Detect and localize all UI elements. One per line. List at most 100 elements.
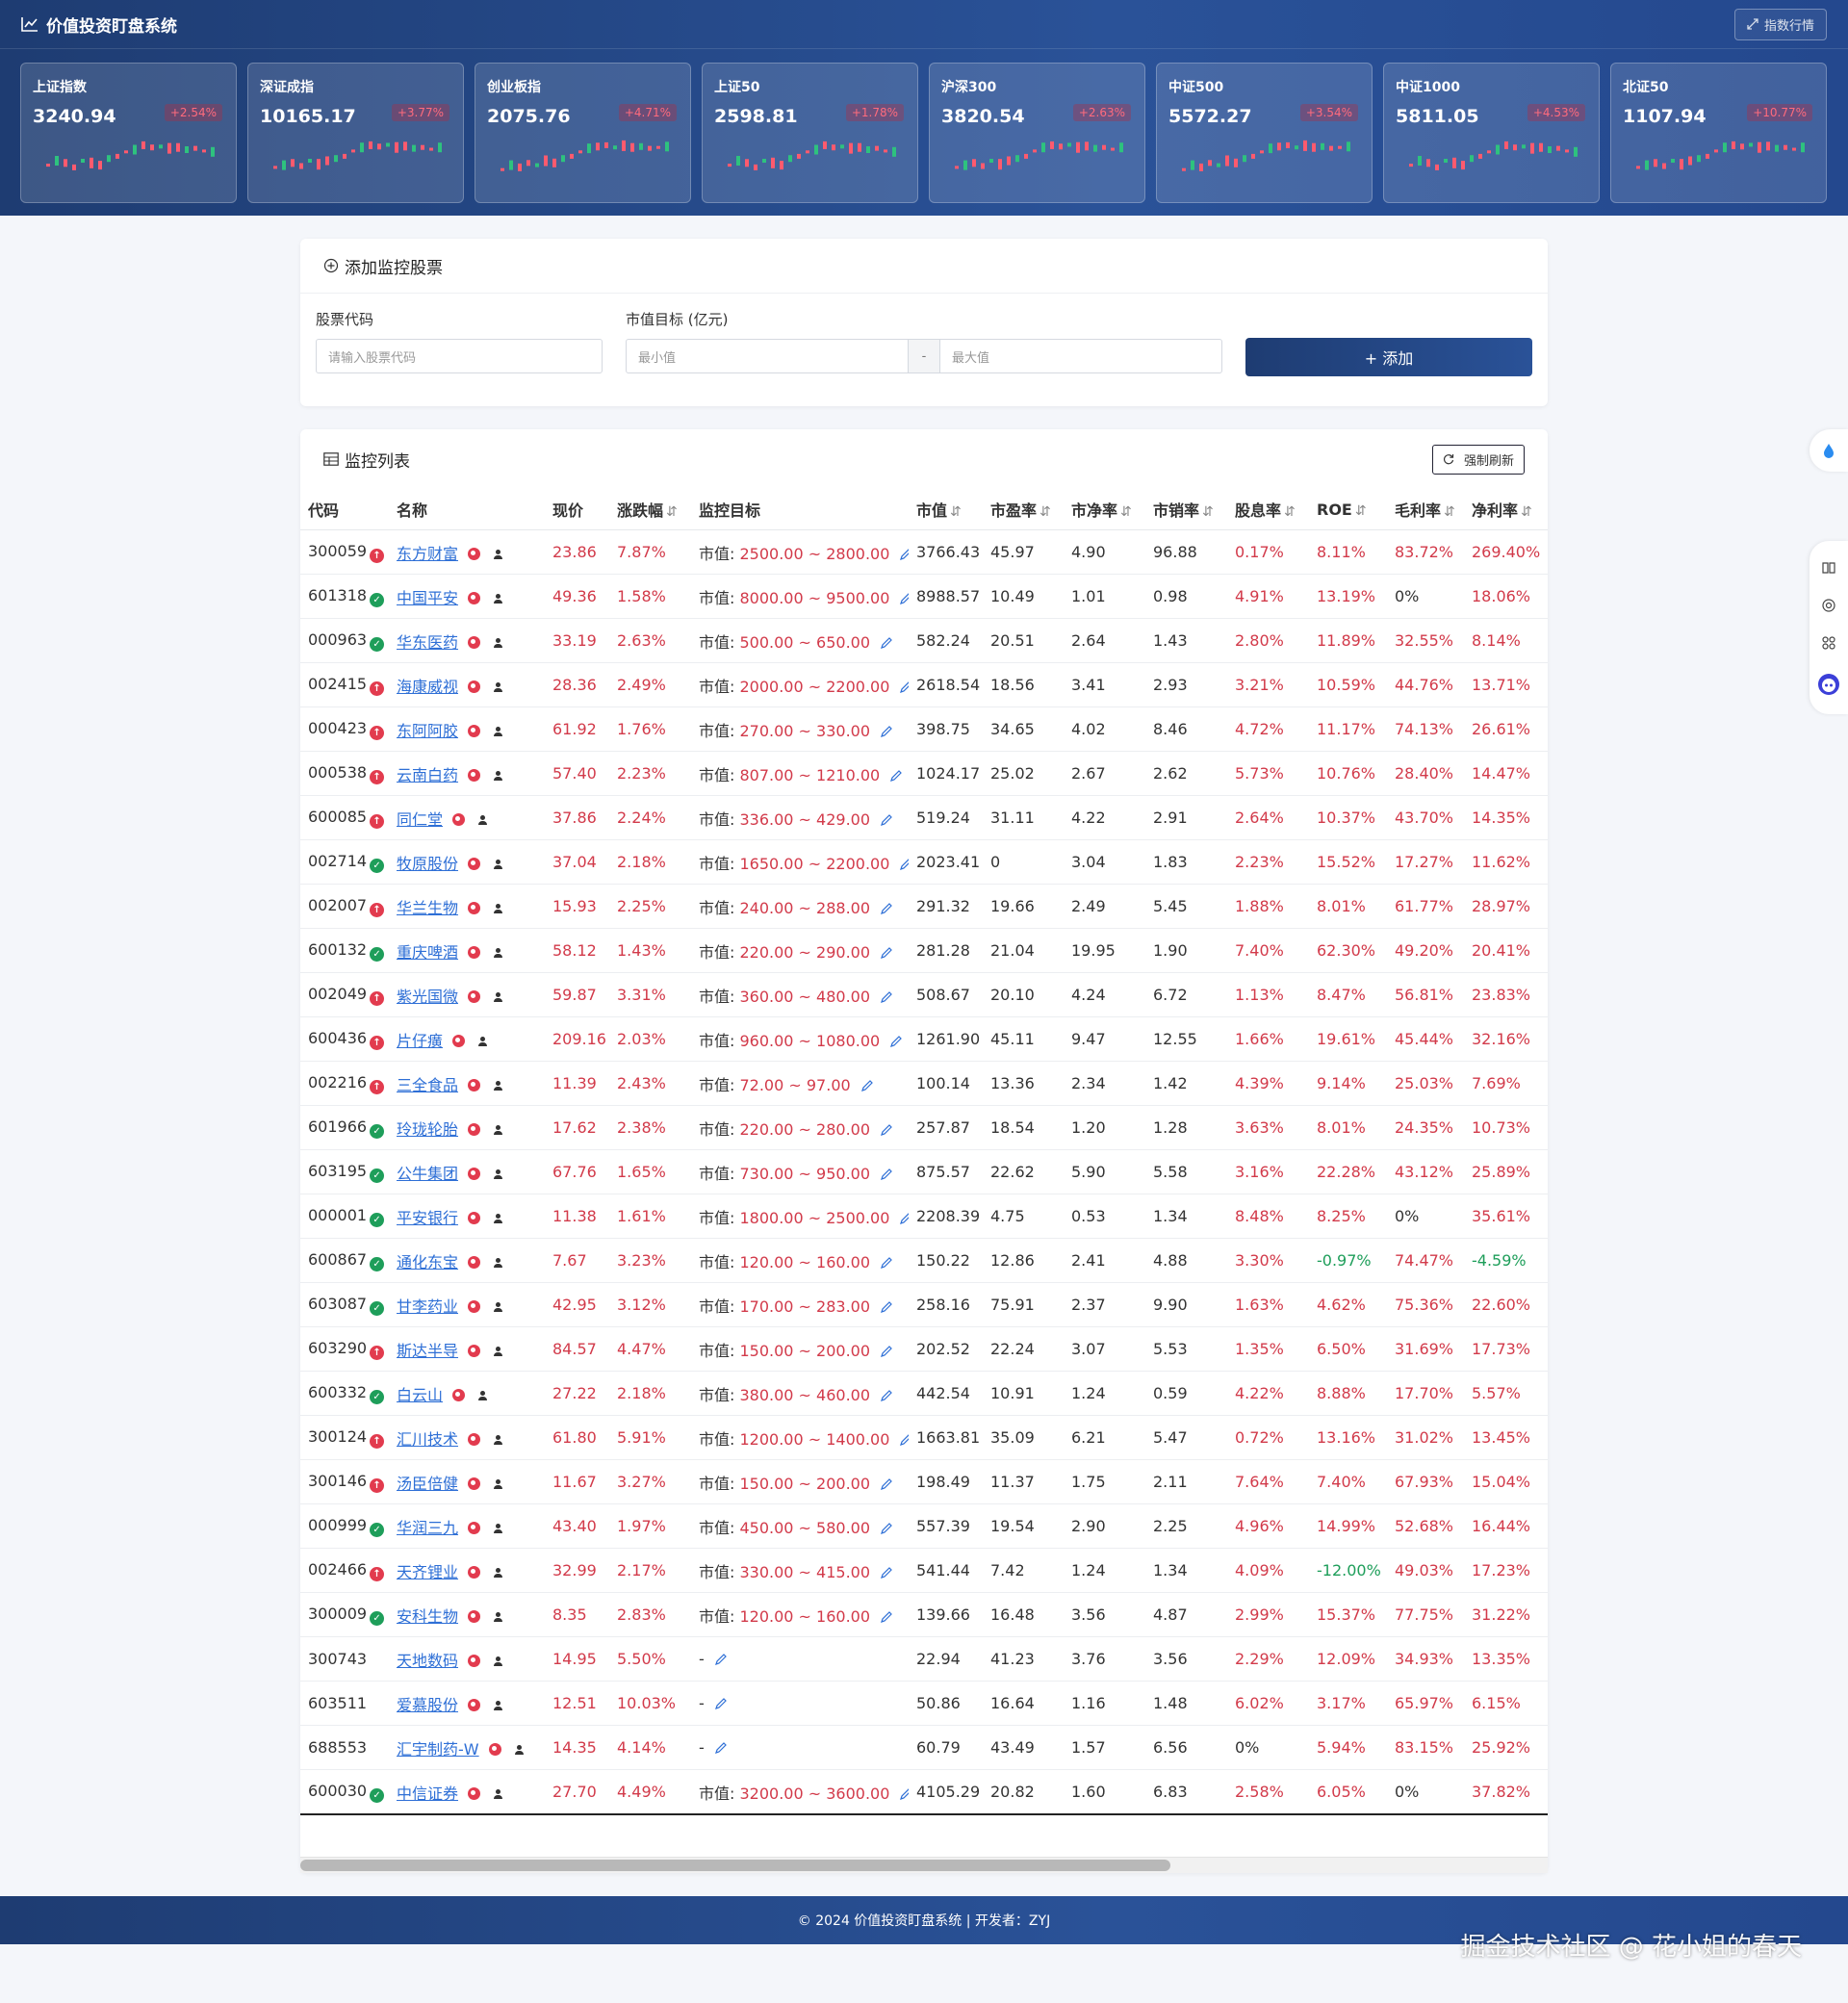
book-icon[interactable]	[1821, 560, 1836, 576]
snowball-icon[interactable]	[468, 1255, 481, 1269]
user-icon[interactable]	[494, 1656, 503, 1666]
edit-icon[interactable]	[899, 1433, 909, 1447]
snowball-icon[interactable]	[468, 1344, 481, 1357]
assistant-icon[interactable]	[1817, 673, 1840, 696]
snowball-icon[interactable]	[468, 945, 481, 959]
stock-name-link[interactable]: 中信证券	[397, 1784, 459, 1803]
edit-icon[interactable]	[899, 548, 909, 561]
snowball-icon[interactable]	[468, 1477, 481, 1490]
snowball-icon[interactable]	[468, 901, 481, 914]
user-icon[interactable]	[494, 726, 503, 736]
add-button[interactable]: + 添加	[1245, 338, 1532, 376]
snowball-icon[interactable]	[468, 857, 481, 870]
stock-name-link[interactable]: 甘李药业	[397, 1297, 459, 1316]
index-card[interactable]: 上证指数 3240.94 +2.54%	[20, 63, 237, 203]
user-icon[interactable]	[494, 1080, 503, 1091]
user-icon[interactable]	[494, 681, 503, 692]
column-header[interactable]: 毛利率 ⇵	[1387, 489, 1464, 530]
stock-name-link[interactable]: 斯达半导	[397, 1341, 459, 1360]
user-icon[interactable]	[494, 770, 503, 781]
snowball-icon[interactable]	[468, 1609, 481, 1623]
sort-icon[interactable]: ⇵	[1120, 504, 1132, 520]
edit-icon[interactable]	[899, 592, 909, 605]
stock-name-link[interactable]: 玲珑轮胎	[397, 1119, 459, 1139]
snowball-icon[interactable]	[468, 1432, 481, 1446]
column-header[interactable]: 市值 ⇵	[909, 489, 983, 530]
stock-name-link[interactable]: 东阿阿胶	[397, 721, 459, 740]
max-value-input[interactable]: 最大值	[939, 339, 1222, 373]
edit-icon[interactable]	[880, 1123, 893, 1137]
index-card[interactable]: 上证50 2598.81 +1.78%	[702, 63, 918, 203]
edit-icon[interactable]	[899, 681, 909, 694]
user-icon[interactable]	[494, 1611, 503, 1622]
stock-name-link[interactable]: 汇宇制药-W	[397, 1739, 479, 1759]
snowball-icon[interactable]	[468, 591, 481, 604]
stock-name-link[interactable]: 三全食品	[397, 1075, 459, 1094]
edit-icon[interactable]	[889, 769, 903, 783]
edit-icon[interactable]	[880, 1389, 893, 1402]
snowball-icon[interactable]	[488, 1742, 501, 1756]
side-float-tool[interactable]	[1810, 429, 1848, 472]
stock-name-link[interactable]: 平安银行	[397, 1208, 459, 1227]
column-header[interactable]: ROE ⇵	[1309, 489, 1387, 530]
snowball-icon[interactable]	[468, 680, 481, 693]
stock-name-link[interactable]: 海康威视	[397, 677, 459, 696]
edit-icon[interactable]	[889, 1035, 903, 1048]
edit-icon[interactable]	[880, 1610, 893, 1624]
stock-name-link[interactable]: 片仔癀	[397, 1031, 444, 1050]
stock-name-link[interactable]: 汇川技术	[397, 1429, 459, 1449]
force-refresh-button[interactable]: 强制刷新	[1431, 444, 1525, 475]
user-icon[interactable]	[478, 814, 488, 825]
sort-icon[interactable]: ⇵	[1202, 504, 1214, 520]
edit-icon[interactable]	[880, 1300, 893, 1314]
user-icon[interactable]	[494, 1567, 503, 1578]
index-quotes-button[interactable]: 指数行情	[1733, 8, 1827, 40]
edit-icon[interactable]	[899, 1787, 909, 1801]
index-card[interactable]: 中证500 5572.27 +3.54%	[1156, 63, 1373, 203]
stock-name-link[interactable]: 白云山	[397, 1385, 444, 1404]
target-icon[interactable]	[1821, 598, 1836, 613]
user-icon[interactable]	[494, 637, 503, 648]
index-card[interactable]: 深证成指 10165.17 +3.77%	[247, 63, 464, 203]
column-header[interactable]: 涨跌幅 ⇵	[609, 489, 691, 530]
snowball-icon[interactable]	[468, 1078, 481, 1091]
user-icon[interactable]	[494, 859, 503, 869]
sort-icon[interactable]: ⇵	[950, 504, 962, 520]
apps-icon[interactable]	[1821, 635, 1836, 651]
edit-icon[interactable]	[880, 1566, 893, 1579]
snowball-icon[interactable]	[468, 1299, 481, 1313]
snowball-icon[interactable]	[468, 724, 481, 737]
index-card[interactable]: 北证50 1107.94 +10.77%	[1610, 63, 1827, 203]
sort-icon[interactable]: ⇵	[666, 504, 678, 520]
stock-name-link[interactable]: 紫光国微	[397, 987, 459, 1006]
edit-icon[interactable]	[880, 1256, 893, 1270]
snowball-icon[interactable]	[468, 1167, 481, 1180]
user-icon[interactable]	[494, 1213, 503, 1223]
snowball-icon[interactable]	[468, 1565, 481, 1579]
stock-code-input[interactable]: 请输入股票代码	[316, 339, 603, 373]
index-card[interactable]: 沪深300 3820.54 +2.63%	[929, 63, 1145, 203]
sort-icon[interactable]: ⇵	[1521, 504, 1532, 520]
user-icon[interactable]	[494, 1257, 503, 1268]
horizontal-scrollbar[interactable]	[300, 1857, 1548, 1873]
stock-name-link[interactable]: 华兰生物	[397, 898, 459, 917]
sort-icon[interactable]: ⇵	[1284, 504, 1296, 520]
user-icon[interactable]	[494, 1124, 503, 1135]
column-header[interactable]: 净利率 ⇵	[1464, 489, 1548, 530]
stock-name-link[interactable]: 爱慕股份	[397, 1695, 459, 1714]
snowball-icon[interactable]	[452, 812, 466, 826]
edit-icon[interactable]	[880, 813, 893, 827]
edit-icon[interactable]	[880, 1168, 893, 1181]
user-icon[interactable]	[494, 1434, 503, 1445]
user-icon[interactable]	[494, 903, 503, 913]
stock-name-link[interactable]: 通化东宝	[397, 1252, 459, 1271]
edit-icon[interactable]	[880, 946, 893, 960]
snowball-icon[interactable]	[468, 1211, 481, 1224]
snowball-icon[interactable]	[468, 1122, 481, 1136]
user-icon[interactable]	[494, 593, 503, 603]
edit-icon[interactable]	[880, 725, 893, 738]
snowball-icon[interactable]	[468, 768, 481, 782]
stock-name-link[interactable]: 东方财富	[397, 544, 459, 563]
edit-icon[interactable]	[880, 990, 893, 1004]
edit-icon[interactable]	[899, 858, 909, 871]
